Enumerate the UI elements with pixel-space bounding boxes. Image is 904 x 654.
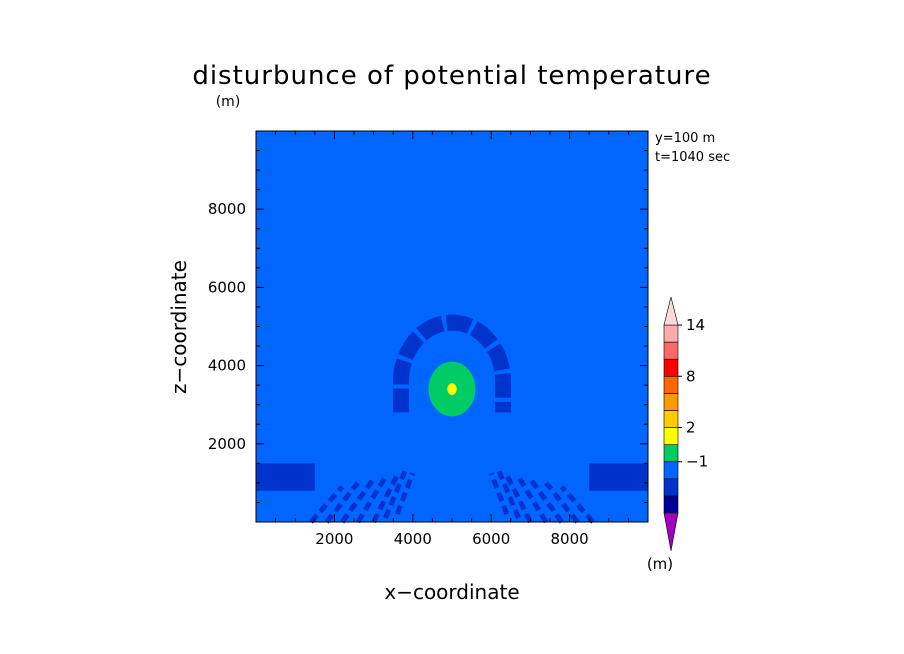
wave-stripe-10: [516, 475, 549, 524]
annotation-y: y=100 m: [655, 131, 715, 146]
colorbar-min-extension: [663, 512, 679, 552]
wave-stripe-13: [488, 472, 510, 516]
colorbar-segment: [663, 324, 679, 343]
x-axis-label: x−coordinate: [384, 580, 519, 604]
x-tick-label: 2000: [315, 530, 353, 548]
x-tick-label: 6000: [472, 530, 510, 548]
colorbar-segment: [663, 393, 679, 411]
wave-stripe-0: [309, 485, 345, 524]
x-tick-label: 8000: [551, 530, 589, 548]
wave-stripe-6: [394, 472, 416, 516]
y-axis-ticks: 2000 4000 6000 8000: [208, 200, 246, 453]
colorbar-segment: [663, 444, 679, 463]
colorbar-segment: [663, 410, 679, 428]
wave-stripe-12: [496, 470, 521, 520]
warm-bubble-core: [447, 383, 457, 395]
wave-stripe-9: [528, 477, 564, 524]
y-tick-label: 2000: [208, 435, 246, 453]
minor-ticks: [256, 131, 648, 522]
wave-stripe-1: [324, 481, 360, 524]
colorbar-label: 8: [686, 367, 696, 385]
colorbar-segment: [663, 478, 679, 497]
y-axis-label: z−coordinate: [167, 260, 191, 394]
wave-stripe-8: [544, 481, 580, 524]
colorbar-label: 2: [686, 419, 696, 437]
colorbar-segment: [663, 341, 679, 360]
colorbar-segment: [663, 427, 679, 445]
colorbar: −1 2 8 14: [663, 296, 708, 552]
colorbar-max-extension: [663, 296, 679, 326]
chart-title: disturbunce of potential temperature: [192, 61, 711, 91]
wave-stripe-5: [383, 470, 408, 520]
y-tick-label: 4000: [208, 357, 246, 375]
x-axis-ticks: 2000 4000 6000 8000: [315, 530, 588, 548]
y-tick-label: 8000: [208, 200, 246, 218]
x-tick-label: 4000: [394, 530, 432, 548]
cool-layer-right: [589, 463, 648, 491]
y-axis-unit: (m): [216, 94, 241, 110]
colorbar-label: −1: [686, 453, 708, 471]
wave-stripe-7: [559, 485, 595, 524]
colorbar-label: 14: [686, 316, 705, 334]
colorbar-segment: [663, 375, 679, 394]
cool-layer-left: [256, 463, 315, 491]
colorbar-segment: [663, 495, 679, 514]
cool-arc: [393, 314, 511, 413]
colorbar-unit: (m): [647, 555, 673, 573]
annotation-t: t=1040 sec: [655, 150, 730, 165]
plot-area: [255, 130, 649, 524]
wave-stripe-4: [371, 473, 400, 524]
wave-stripe-2: [340, 477, 376, 524]
y-tick-label: 6000: [208, 278, 246, 296]
colorbar-segment: [663, 358, 679, 377]
wave-stripe-11: [504, 473, 533, 524]
colorbar-segment: [663, 461, 679, 480]
wave-stripe-3: [355, 475, 388, 524]
